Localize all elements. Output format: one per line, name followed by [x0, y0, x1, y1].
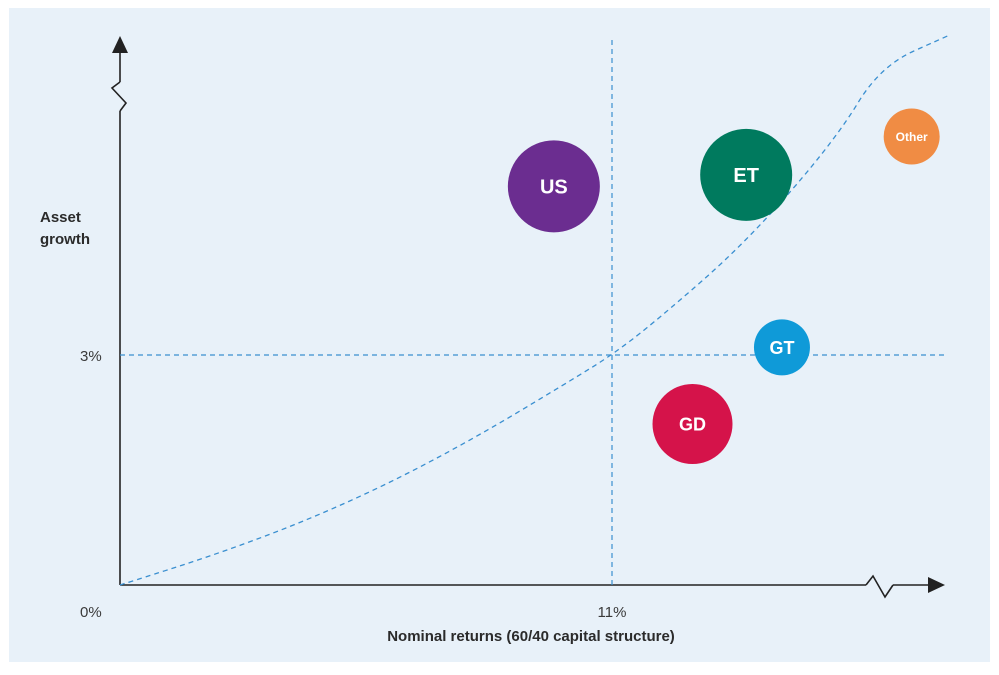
y-axis-break: [110, 81, 128, 112]
bubble-label-us: US: [540, 177, 568, 199]
bubble-et: [700, 128, 793, 221]
x-axis-break: [865, 574, 894, 599]
bubble-label-gt: GT: [769, 338, 794, 358]
bubble-label-other: Other: [896, 130, 928, 144]
bubble-other: [883, 108, 940, 165]
y-axis-label: Asset growth: [40, 209, 90, 248]
bubble-gt: [753, 319, 810, 376]
x-tick-label-origin: 0%: [80, 604, 102, 621]
y-tick-label: 3%: [80, 348, 102, 365]
x-tick-label: 11%: [598, 604, 627, 621]
bubbles: US ET Other GT GD: [507, 108, 940, 464]
bubble-label-et: ET: [733, 165, 759, 187]
y-axis-label-line-2: growth: [40, 231, 90, 248]
x-axis-arrow: [928, 577, 945, 593]
growth-curve: [119, 35, 948, 586]
y-axis-arrow: [112, 36, 128, 53]
bubble-label-gd: GD: [679, 414, 706, 434]
x-axis-label: Nominal returns (60/40 capital structure…: [387, 628, 675, 645]
y-axis-label-line-1: Asset: [40, 209, 81, 226]
bubble-us: [507, 140, 600, 233]
chart-background: [9, 8, 990, 662]
bubble-gd: [652, 384, 733, 464]
